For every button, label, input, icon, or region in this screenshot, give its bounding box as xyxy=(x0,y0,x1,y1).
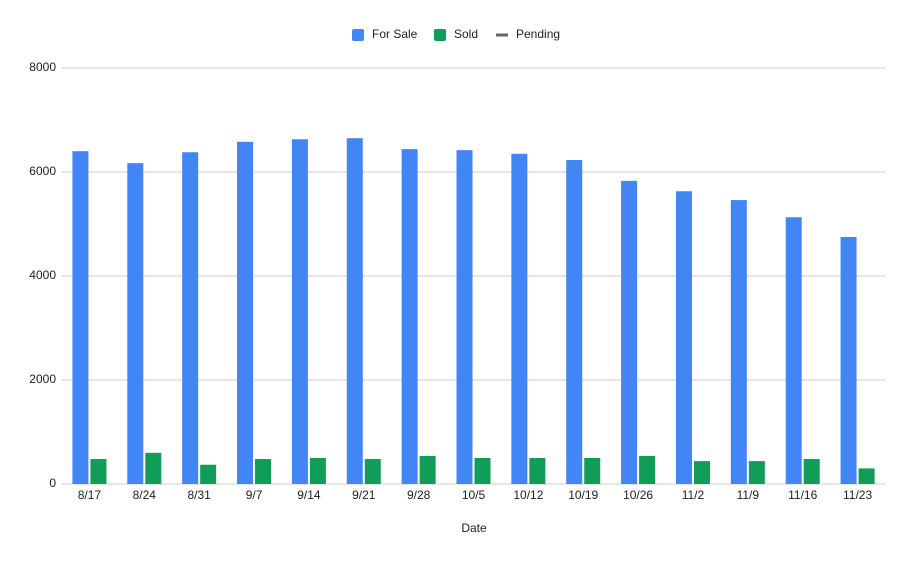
bar xyxy=(127,163,144,484)
bar xyxy=(566,160,583,485)
bar xyxy=(145,452,162,484)
bar xyxy=(255,459,272,484)
x-tick-label: 11/9 xyxy=(737,488,760,502)
legend-swatch xyxy=(352,29,364,41)
bar xyxy=(693,461,710,484)
x-tick-label: 10/19 xyxy=(568,488,598,502)
y-tick-label: 8000 xyxy=(29,60,56,74)
legend-label: Sold xyxy=(454,27,478,41)
x-tick-label: 10/12 xyxy=(513,488,543,502)
bar xyxy=(785,217,802,485)
x-axis-title: Date xyxy=(461,521,487,535)
bar xyxy=(511,153,528,485)
legend-label: For Sale xyxy=(372,27,418,41)
bar xyxy=(237,141,254,484)
x-tick-label: 8/17 xyxy=(78,488,102,502)
bar xyxy=(748,461,765,484)
legend-label: Pending xyxy=(516,27,560,41)
x-tick-label: 11/16 xyxy=(788,488,817,502)
bar xyxy=(621,180,638,484)
bar xyxy=(529,458,546,484)
x-tick-label: 8/24 xyxy=(133,488,157,502)
x-tick-label: 9/14 xyxy=(297,488,321,502)
bar xyxy=(858,468,875,484)
bar xyxy=(72,151,89,484)
bar xyxy=(182,152,199,485)
bar xyxy=(675,191,692,485)
bar xyxy=(730,200,747,484)
bar xyxy=(364,459,381,484)
y-tick-label: 6000 xyxy=(29,164,56,178)
bar xyxy=(90,459,107,484)
bar xyxy=(456,150,473,484)
bar xyxy=(309,458,326,484)
bar xyxy=(200,464,217,484)
bar xyxy=(639,455,656,484)
y-tick-label: 0 xyxy=(49,476,56,490)
x-tick-label: 11/2 xyxy=(682,488,705,502)
x-tick-label: 9/21 xyxy=(352,488,376,502)
x-tick-label: 11/23 xyxy=(843,488,872,502)
bar xyxy=(840,237,857,484)
x-tick-label: 9/28 xyxy=(407,488,431,502)
y-tick-label: 2000 xyxy=(29,372,56,386)
y-tick-label: 4000 xyxy=(29,268,56,282)
bar xyxy=(401,149,418,484)
x-tick-label: 10/5 xyxy=(462,488,486,502)
bar xyxy=(419,455,436,484)
bar xyxy=(346,138,363,484)
x-tick-label: 9/7 xyxy=(246,488,263,502)
x-tick-label: 10/26 xyxy=(623,488,653,502)
bar xyxy=(584,458,601,484)
bar xyxy=(474,458,491,484)
bar xyxy=(803,459,820,484)
x-tick-label: 8/31 xyxy=(187,488,211,502)
legend-swatch xyxy=(434,29,446,41)
bar xyxy=(291,139,308,485)
